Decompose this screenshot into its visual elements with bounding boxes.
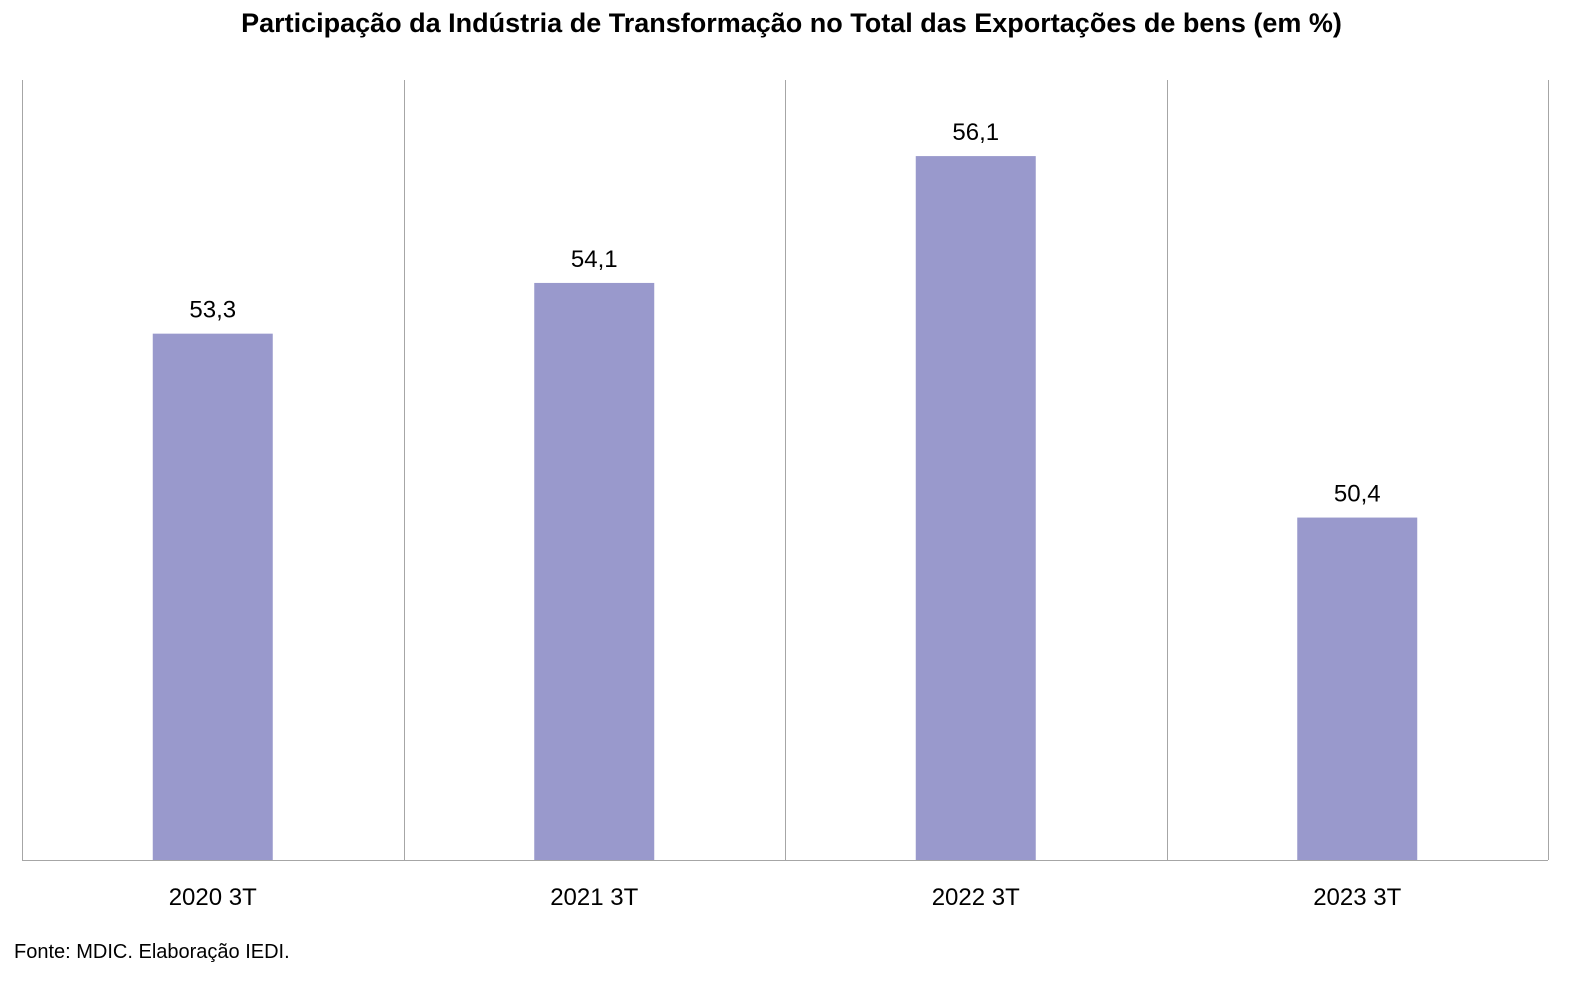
bars [152,156,1418,861]
data-label: 53,3 [189,297,236,324]
data-label: 56,1 [952,119,999,146]
data-label: 50,4 [1334,481,1381,508]
x-tick-label: 2022 3T [932,884,1020,911]
data-label: 54,1 [571,246,618,273]
bar-2022-3t [915,156,1036,861]
x-tick-label: 2023 3T [1313,884,1401,911]
gridlines [22,80,1549,860]
bar-2021-3t [534,282,655,860]
x-tick-label: 2021 3T [550,884,638,911]
x-tick-labels: 2020 3T 2021 3T 2022 3T 2023 3T [169,884,1402,911]
bar-2020-3t [152,333,273,860]
bar-2023-3t [1297,517,1418,860]
x-tick-label: 2020 3T [169,884,257,911]
data-labels: 53,3 54,1 56,1 50,4 [189,119,1380,507]
source-note: Fonte: MDIC. Elaboração IEDI. [14,941,290,963]
chart-title: Participação da Indústria de Transformaç… [241,8,1342,38]
